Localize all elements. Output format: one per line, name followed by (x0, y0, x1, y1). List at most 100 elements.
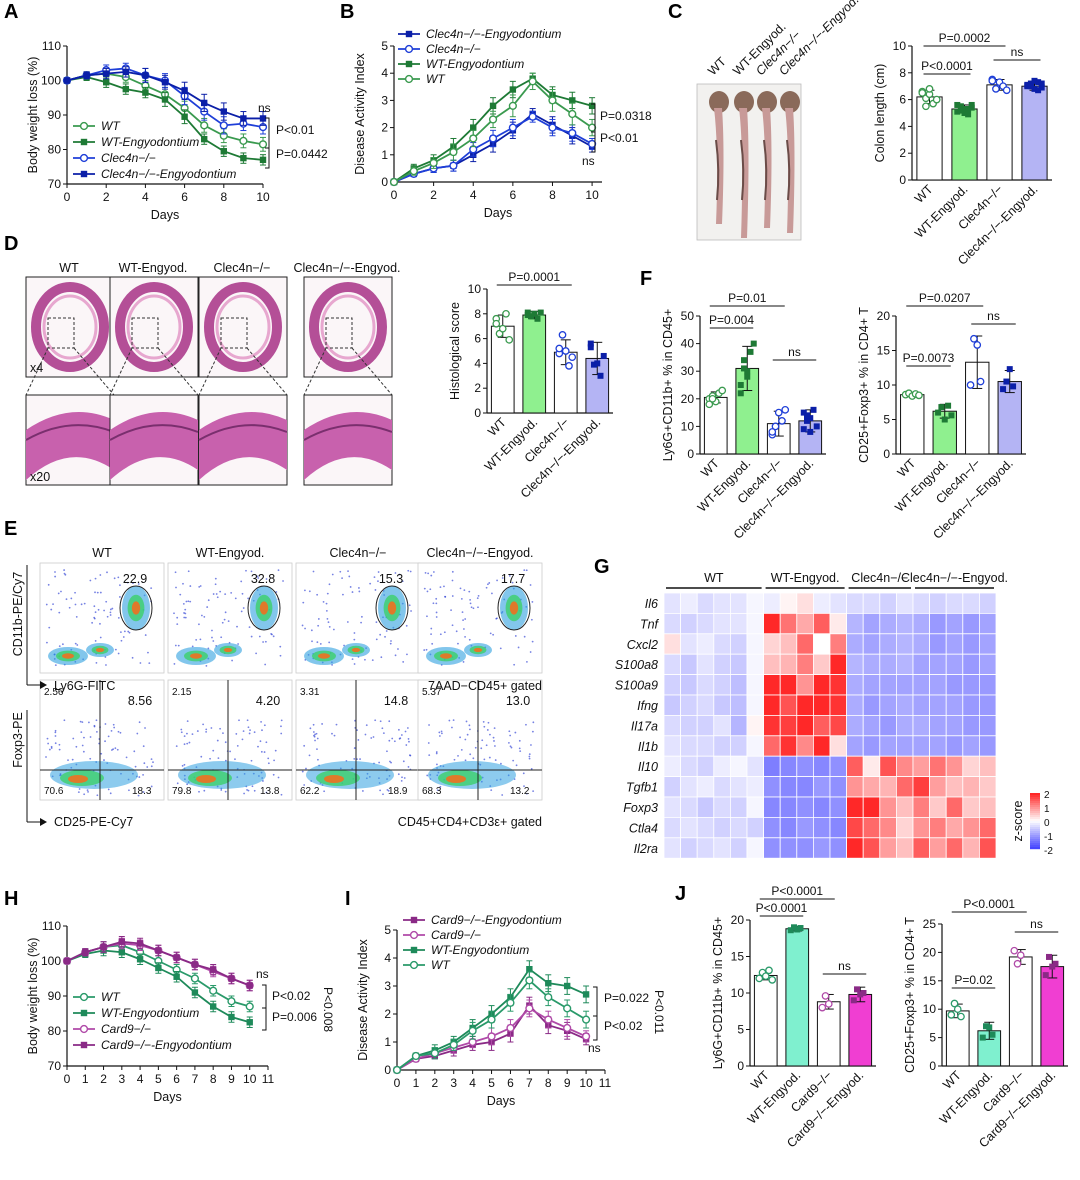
heatmap-cell (829, 613, 848, 635)
event-dot (378, 761, 381, 764)
heatmap-cell (746, 796, 765, 818)
y-tick-label: 1 (384, 1035, 391, 1049)
colon-photo: WT WT-Engyod.Clec4n−/−Clec4n−/−-Engyod. (696, 0, 862, 241)
event-dot (48, 748, 51, 751)
data-point (979, 1034, 986, 1041)
data-point (449, 161, 458, 170)
y-tick-label: 20 (731, 913, 745, 927)
heatmap-cell (829, 633, 848, 655)
event-dot (248, 732, 251, 735)
heatmap-cell (730, 694, 748, 716)
event-dot (133, 750, 136, 753)
event-dot (358, 590, 361, 593)
x-tick-label: 0 (394, 1076, 401, 1090)
heatmap-cell (779, 633, 798, 655)
data-point (561, 347, 570, 355)
x-tick-label: 6 (510, 188, 517, 202)
legend-label: Clec4n−/−-Engyodontium (101, 167, 236, 181)
flow-group-label: WT-Engyod. (196, 546, 265, 560)
event-dot (188, 741, 191, 744)
data-point (118, 949, 126, 956)
data-point (810, 406, 817, 413)
x-tick-label: 3 (118, 1072, 125, 1086)
event-dot (262, 641, 264, 643)
heatmap-cell (813, 613, 831, 635)
event-dot (137, 794, 140, 797)
y-tick-label: 5 (883, 413, 890, 427)
significance-label: ns (582, 154, 595, 168)
data-point (411, 1051, 421, 1061)
event-dot (380, 656, 383, 659)
significance-bracket (262, 1007, 267, 1031)
data-point (489, 102, 497, 110)
histology-images: WT WT-Engyod. Clec4n−/− Clec4n−/−-Engyod. x4… (25, 261, 401, 486)
event-dot (408, 604, 411, 607)
event-dot (428, 754, 431, 757)
data-point (201, 135, 208, 143)
data-point (581, 1015, 591, 1024)
data-point (587, 123, 597, 132)
data-point (807, 415, 814, 422)
heatmap-cell (730, 715, 748, 737)
data-point (220, 148, 227, 155)
heatmap-cell (730, 674, 748, 696)
y-tick-label: 90 (48, 989, 62, 1003)
heatmap-cell (713, 653, 731, 676)
event-dot (132, 582, 134, 585)
data-point (1035, 79, 1042, 86)
event-cluster-peak (190, 653, 202, 659)
significance-label: P=0.0002 (939, 31, 991, 45)
event-dot (275, 591, 278, 593)
cecum (780, 91, 800, 113)
heatmap-cell (929, 837, 947, 859)
event-dot (386, 788, 389, 791)
event-dot (77, 791, 80, 794)
event-dot (272, 635, 275, 638)
data-point (918, 89, 927, 97)
heatmap-cell (779, 674, 798, 696)
event-dot (353, 632, 356, 634)
event-cluster-peak (387, 601, 397, 615)
data-point (142, 89, 149, 96)
significance-label: ns (258, 101, 271, 115)
event-dot (211, 629, 213, 632)
event-dot (176, 616, 179, 619)
y-tick-label: 20 (681, 392, 695, 406)
gene-label: Cxcl2 (627, 638, 658, 652)
bottom-y-axis-label: Foxp3-PE (11, 712, 25, 768)
data-point (857, 991, 864, 998)
heatmap-cell (779, 735, 798, 757)
data-point (488, 115, 498, 124)
event-dot (89, 579, 92, 582)
heatmap-cell (746, 674, 765, 696)
heatmap-cell (730, 837, 748, 859)
bar (1008, 956, 1033, 1067)
event-dot (150, 785, 153, 788)
event-dot (466, 733, 469, 736)
heatmap-cell (796, 653, 814, 676)
event-dot (326, 618, 329, 620)
event-dot (236, 625, 238, 628)
event-dot (407, 569, 410, 572)
event-dot (381, 727, 384, 730)
heatmap-cell (696, 633, 715, 655)
event-dot (247, 597, 250, 600)
cecum (734, 91, 754, 113)
event-dot (391, 737, 394, 740)
event-dot (489, 733, 491, 736)
event-dot (186, 732, 188, 735)
event-dot (259, 740, 262, 743)
event-dot (353, 663, 356, 665)
group-label: WT-Engyod. (771, 571, 840, 585)
legend-label: WT (431, 958, 451, 972)
event-dot (400, 779, 403, 782)
event-dot (199, 638, 202, 641)
event-dot (470, 606, 473, 609)
data-point (1000, 386, 1007, 393)
event-dot (379, 633, 382, 636)
significance-label: P=0.004 (709, 313, 754, 327)
heatmap-cell (813, 653, 831, 676)
y-tick-label: 6 (899, 93, 906, 107)
